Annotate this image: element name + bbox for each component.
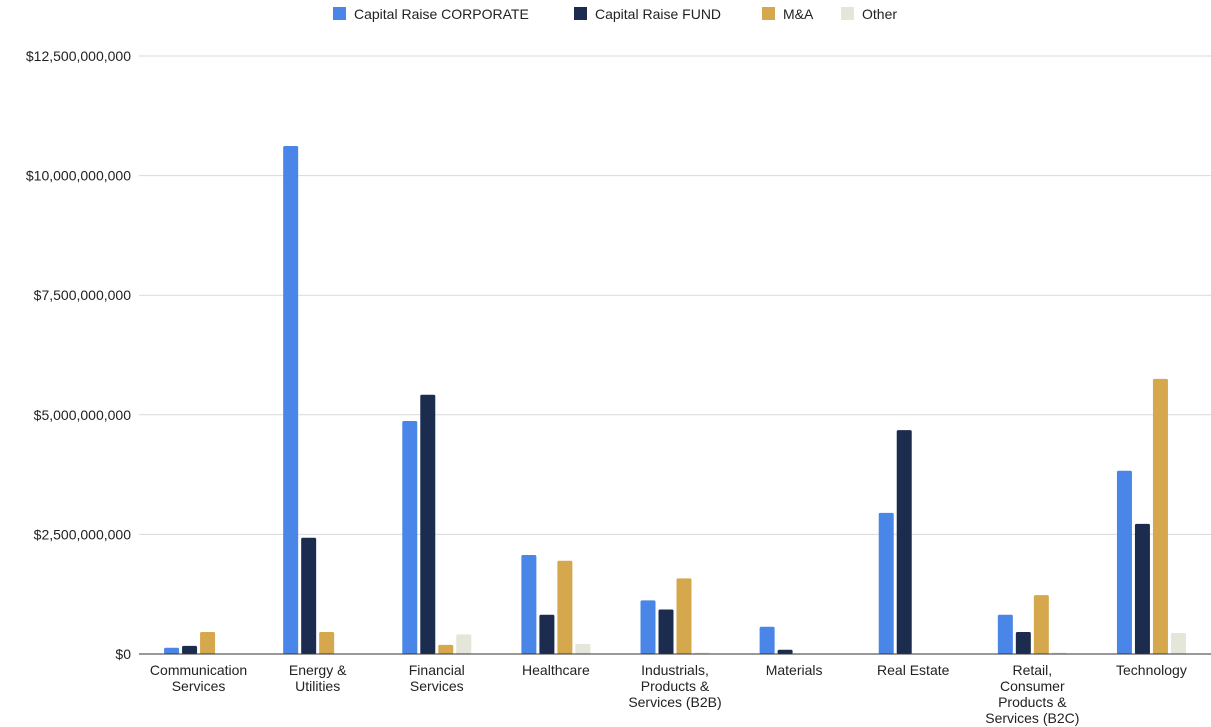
x-tick-label: Financial Services xyxy=(409,662,465,694)
legend-label: Other xyxy=(862,6,897,22)
x-tick-label: Materials xyxy=(766,662,823,678)
x-tick-label-line: Services xyxy=(410,678,464,694)
x-tick-label-line: Retail, xyxy=(1012,662,1052,678)
x-tick-label-line: Products & xyxy=(641,678,710,694)
x-tick-label: Retail, Consumer Products & Services (B2C) xyxy=(985,662,1079,726)
bar xyxy=(759,626,775,654)
legend-label: Capital Raise FUND xyxy=(595,6,721,22)
x-tick-label-line: Consumer xyxy=(1000,678,1065,694)
y-tick-label: $7,500,000,000 xyxy=(34,287,132,303)
legend-swatch xyxy=(574,7,587,20)
bar xyxy=(1116,470,1132,654)
x-tick-label-line: Utilities xyxy=(295,678,340,694)
x-tick-label-line: Materials xyxy=(766,662,823,678)
y-axis-tick-labels: $0 $2,500,000,000 $5,000,000,000 $7,500,000… xyxy=(26,48,131,662)
bar xyxy=(1152,378,1168,654)
bar xyxy=(301,537,317,654)
bar xyxy=(200,631,216,654)
bar xyxy=(896,430,912,654)
bar xyxy=(456,634,472,654)
bar xyxy=(182,645,198,654)
x-tick-label: Real Estate xyxy=(877,662,950,678)
bar xyxy=(575,643,591,654)
x-tick-label: Healthcare xyxy=(522,662,590,678)
bar xyxy=(521,554,537,654)
bar xyxy=(283,145,299,654)
x-tick-label-line: Products & xyxy=(998,694,1067,710)
bar xyxy=(658,609,674,654)
x-tick-label-line: Services (B2B) xyxy=(628,694,721,710)
bars xyxy=(164,145,1186,654)
x-tick-label-line: Energy & xyxy=(289,662,347,678)
bar xyxy=(557,560,573,654)
x-tick-label-line: Financial xyxy=(409,662,465,678)
bar xyxy=(676,578,692,654)
bar xyxy=(997,614,1013,654)
bar xyxy=(420,394,436,654)
x-tick-label-line: Technology xyxy=(1116,662,1187,678)
legend: Capital Raise CORPORATE Capital Raise FUN… xyxy=(333,6,897,22)
bar xyxy=(1033,595,1049,654)
y-tick-label: $5,000,000,000 xyxy=(34,407,132,423)
bar xyxy=(1170,632,1186,654)
bar xyxy=(640,600,656,654)
bar xyxy=(1015,631,1031,654)
legend-swatch xyxy=(333,7,346,20)
gridlines xyxy=(139,55,1211,535)
bar xyxy=(319,631,335,654)
bar xyxy=(402,421,418,654)
x-tick-label: Technology xyxy=(1116,662,1187,678)
legend-swatch xyxy=(762,7,775,20)
y-tick-label: $2,500,000,000 xyxy=(34,526,132,542)
legend-swatch xyxy=(841,7,854,20)
x-tick-label-line: Services xyxy=(172,678,226,694)
x-tick-label-line: Healthcare xyxy=(522,662,590,678)
legend-label: M&A xyxy=(783,6,814,22)
x-tick-label-line: Real Estate xyxy=(877,662,950,678)
legend-label: Capital Raise CORPORATE xyxy=(354,6,529,22)
x-tick-label: Industrials, Products & Services (B2B) xyxy=(628,662,721,710)
bar xyxy=(164,647,180,654)
x-tick-label-line: Communication xyxy=(150,662,247,678)
x-tick-label: Communication Services xyxy=(150,662,247,694)
y-tick-label: $0 xyxy=(115,646,131,662)
bar xyxy=(878,512,894,654)
bar xyxy=(777,649,793,654)
y-tick-label: $10,000,000,000 xyxy=(26,168,131,184)
x-tick-label-line: Industrials, xyxy=(641,662,709,678)
bar xyxy=(539,614,555,654)
x-tick-label-line: Services (B2C) xyxy=(985,710,1079,726)
y-tick-label: $12,500,000,000 xyxy=(26,48,131,64)
bar xyxy=(438,644,454,654)
bar xyxy=(1134,523,1150,654)
x-tick-label: Energy & Utilities xyxy=(289,662,347,694)
